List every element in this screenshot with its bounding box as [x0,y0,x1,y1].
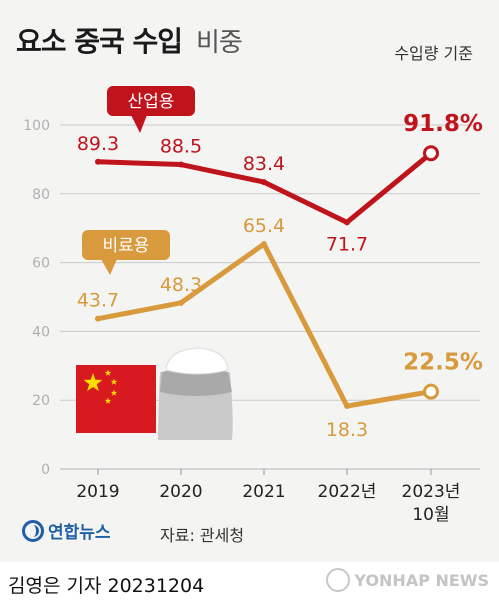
flag-small-star-icon [110,389,118,396]
data-point [95,158,101,165]
y-tick-label: 80 [32,187,50,203]
chart-subtitle: 비중 [196,28,243,58]
data-point-marker [423,145,439,162]
flag-small-star-icon [110,378,118,385]
data-label: 48.3 [160,274,202,296]
agency-logo-icon [22,519,44,542]
data-label: 65.4 [243,215,285,237]
line-chart: 0 20 40 60 80 100 2019 2020 2021 2022년 2023년 10월 89.… [23,86,483,525]
byline: 김영은 기자 20231204 [8,575,205,597]
data-label: 18.3 [326,419,368,441]
agency-logo: 연합뉴스 [22,518,111,543]
x-tick-label: 2022년 [318,482,377,502]
data-point [178,299,184,306]
watermark: YONHAP NEWS [326,568,489,592]
x-tick-label: 2020 [159,482,202,502]
basis-note: 수입량 기준 [394,44,473,63]
data-label: 22.5% [403,350,483,376]
x-tick-label: 2021 [242,482,285,502]
legend-badge [82,230,170,260]
legend-badge-pointer [131,115,147,133]
source-note: 자료: 관세청 [160,526,245,545]
legend-label: 산업용 [128,92,175,112]
x-tick-label: 10월 [412,505,449,525]
x-tick-label: 2019 [76,482,119,502]
agency-name: 연합뉴스 [48,523,111,543]
data-label: 91.8% [403,111,483,137]
y-tick-label: 0 [41,462,50,478]
data-label: 43.7 [77,290,119,312]
y-tick-label: 20 [32,393,50,409]
data-label: 71.7 [326,233,368,255]
chart-title: 요소 중국 수입 [16,25,183,58]
data-label: 88.5 [160,136,202,158]
china-flag [76,365,156,433]
data-point [178,161,184,168]
y-tick-label: 100 [23,118,50,134]
y-tick-label: 60 [32,256,50,272]
flag-small-star-icon [104,369,112,376]
data-point [344,403,350,410]
watermark-icon [326,568,351,592]
legend-badge-pointer [101,259,117,275]
flag-small-star-icon [104,397,112,404]
y-tick-label: 40 [32,324,50,340]
data-point [261,241,267,248]
data-label: 83.4 [243,153,285,175]
sack-contents [165,347,229,375]
data-label: 89.3 [77,133,119,155]
data-point [261,179,267,186]
sack-fold [160,368,232,396]
data-point [95,315,101,322]
watermark-text: YONHAP NEWS [354,570,489,590]
data-point-marker [423,383,439,400]
legend-label: 비료용 [103,236,150,256]
flag-star-icon [83,373,103,392]
legend-badge [107,86,195,116]
x-tick-label: 2023년 [402,482,461,502]
data-point [344,219,350,226]
footer-band [0,562,499,606]
